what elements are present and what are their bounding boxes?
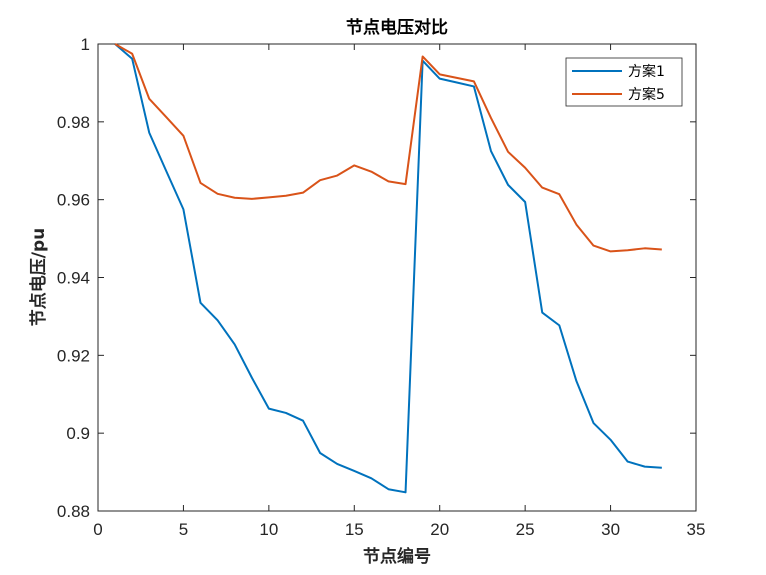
chart-title: 节点电压对比	[346, 17, 448, 38]
y-axis-label: 节点电压/pu	[28, 228, 49, 326]
y-tick-label: 0.94	[57, 269, 90, 288]
y-tick-label: 0.92	[57, 346, 90, 365]
series-line-1	[114, 43, 662, 494]
series-layer	[114, 43, 662, 494]
x-tick-label: 15	[345, 520, 364, 539]
y-tick-label: 0.88	[57, 502, 90, 521]
x-tick-label: 20	[430, 520, 449, 539]
y-tick-label: 1	[81, 35, 90, 54]
legend: 方案1 方案5	[565, 57, 683, 107]
legend-box	[565, 57, 683, 107]
series-line-2	[114, 43, 662, 253]
y-tick-label: 0.96	[57, 191, 90, 210]
x-tick-label: 30	[601, 520, 620, 539]
y-tick-label: 0.9	[66, 424, 90, 443]
x-tick-label: 5	[179, 520, 188, 539]
x-axis-label: 节点编号	[363, 546, 431, 567]
legend-label-series-1: 方案1	[628, 63, 665, 80]
x-tick-label: 0	[93, 520, 102, 539]
tick-layer: 0 5 10 15 20 25 30 35 0.88 0.9 0.92 0.94 0.96 0.98 1	[57, 35, 706, 539]
x-tick-label: 35	[687, 520, 706, 539]
legend-label-series-2: 方案5	[628, 86, 665, 103]
y-tick-label: 0.98	[57, 113, 90, 132]
x-tick-label: 25	[516, 520, 535, 539]
plot-area	[97, 43, 697, 512]
x-tick-label: 10	[259, 520, 278, 539]
